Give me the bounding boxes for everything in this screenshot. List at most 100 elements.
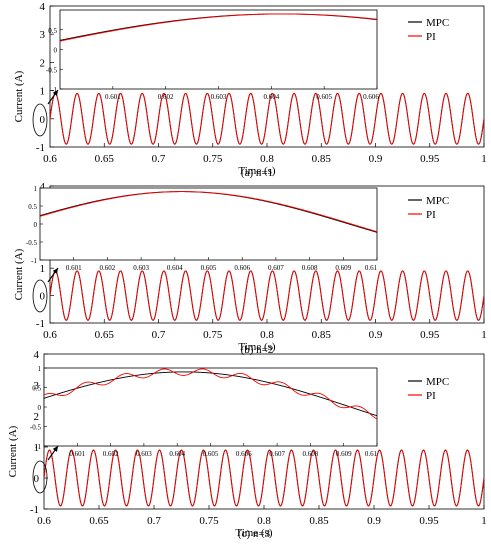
inset-x-tick-label: 0.608	[302, 264, 318, 272]
x-tick-label: 0.6	[43, 153, 57, 165]
zoom-region-ellipse	[32, 103, 48, 137]
inset-x-tick-label: 0.61	[365, 450, 378, 458]
inset-y-tick-label: 0	[38, 404, 42, 412]
x-tick-label: 0.7	[152, 153, 166, 165]
x-tick-label: 0.75	[199, 515, 219, 527]
y-tick-label: -1	[30, 504, 39, 516]
x-tick-label: 1	[481, 329, 487, 341]
y-tick-label: 4	[34, 349, 40, 361]
x-tick-label: 0.9	[367, 515, 381, 527]
series-line-pi	[43, 449, 485, 507]
x-tick-label: 0.85	[309, 515, 329, 527]
legend-label-mpc: MPC	[426, 17, 449, 29]
x-tick-label: 0.7	[147, 515, 161, 527]
x-tick-label: 0.7	[152, 329, 166, 341]
inset-x-tick-label: 0.603	[133, 264, 149, 272]
x-axis-label: Time (s)	[238, 165, 276, 177]
legend: MPC PI	[408, 376, 449, 402]
inset-x-tick-label: 0.601	[66, 264, 82, 272]
inset-x-tick-label: 0.605	[203, 450, 219, 458]
inset-y-tick-label: -0.5	[26, 239, 38, 247]
y-tick-label: 3	[34, 380, 40, 392]
y-tick-label: 2	[40, 57, 46, 69]
inset-series-line-mpc	[43, 371, 378, 417]
x-tick-label: 0.95	[419, 515, 439, 527]
inset-x-tick-label: 0.604	[169, 450, 185, 458]
panel-caption: (a) n=1	[241, 167, 273, 179]
x-axis-label: Time (s)	[235, 527, 273, 539]
inset-x-tick-label: 0.605	[201, 264, 217, 272]
chart-panel-2: -1012340.60.650.70.750.80.850.90.951Time…	[13, 181, 487, 356]
x-tick-label: 0.9	[369, 329, 383, 341]
legend: MPC PI	[408, 195, 449, 221]
x-tick-label: 0.6	[37, 515, 51, 527]
inset-y-tick-label: 0.5	[32, 385, 41, 393]
inset-series-line-pi	[59, 13, 378, 42]
inset-y-tick-label: -1	[51, 86, 57, 94]
inset-x-tick-label: 0.607	[268, 264, 284, 272]
inset-x-tick-label: 0.609	[336, 450, 352, 458]
inset-x-tick-label: 0.603	[136, 450, 152, 458]
inset-y-tick-label: -0.5	[30, 424, 42, 432]
zoom-arrow-head	[52, 446, 58, 452]
x-tick-label: 0.85	[312, 329, 332, 341]
inset-series-line-pi	[43, 368, 378, 420]
legend: MPC PI	[408, 17, 449, 43]
y-tick-label: 0	[40, 114, 46, 126]
x-tick-label: 1	[481, 153, 487, 165]
inset-x-tick-label: 0.602	[100, 264, 116, 272]
inset-zoom: -1 -0.5 0 0.5 0.601 0.602 0.603 0.604 0.605 0.606	[46, 9, 379, 101]
y-tick-label: 0	[40, 291, 46, 303]
panel-caption: (c) n=3	[238, 528, 271, 540]
inset-y-tick-label: 0.5	[28, 203, 37, 211]
y-axis-label: Current (A)	[13, 248, 25, 300]
y-tick-label: 0	[34, 473, 40, 485]
zoom-arrow-head	[52, 268, 58, 274]
inset-y-tick-label: 1	[34, 185, 38, 193]
y-tick-label: 2	[34, 411, 40, 423]
chart-panel-1: -1 0 1 2 3 4 0.6 0.65 0.7 0.75 0.8 0.85 0.9 0.95 1 Time…	[13, 1, 487, 179]
x-tick-label: 0.9	[369, 153, 383, 165]
legend-label-pi: PI	[426, 31, 436, 43]
inset-x-tick-label: 0.606	[363, 93, 379, 101]
inset-series-line-pi	[39, 191, 378, 233]
legend-label-pi: PI	[426, 390, 436, 402]
y-tick-label: 4	[40, 1, 46, 13]
zoom-region-ellipse	[32, 460, 48, 494]
x-axis-label: Time (s)	[238, 341, 276, 353]
y-axis-label: Current (A)	[7, 425, 19, 477]
y-tick-label: 3	[40, 29, 46, 41]
y-tick-label: 1	[40, 263, 46, 275]
inset-x-tick-label: 0.604	[167, 264, 183, 272]
y-tick-label: -1	[36, 142, 45, 154]
series-line-pi	[49, 92, 485, 145]
x-tick-label: 1	[481, 515, 487, 527]
inset-zoom: -1 -0.5 0 0.5 1 0.601 0.602 0.603 0.604 0.605 0.60…	[26, 185, 378, 272]
inset-x-tick-label: 0.601	[69, 450, 85, 458]
y-axis-label: Current (A)	[13, 70, 25, 122]
inset-x-tick-label: 0.609	[335, 264, 351, 272]
inset-y-tick-label: -1	[35, 443, 41, 451]
inset-x-tick-label: 0.601	[105, 93, 121, 101]
inset-y-tick-label: 0	[54, 47, 58, 55]
series-line-pi	[49, 270, 485, 321]
inset-x-tick-label: 0.61	[365, 264, 378, 272]
inset-y-tick-label: 0	[34, 221, 38, 229]
legend-label-mpc: MPC	[426, 195, 449, 207]
x-tick-label: 0.75	[203, 329, 223, 341]
inset-x-tick-label: 0.607	[269, 450, 285, 458]
inset-frame	[39, 187, 378, 261]
inset-x-tick-label: 0.606	[236, 450, 252, 458]
inset-y-tick-label: 0.5	[48, 27, 57, 35]
inset-x-tick-label: 0.602	[158, 93, 174, 101]
x-tick-label: 0.65	[95, 153, 115, 165]
zoom-region-ellipse	[32, 279, 48, 313]
legend-label-mpc: MPC	[426, 376, 449, 388]
inset-y-tick-label: -1	[31, 257, 37, 265]
panel-caption: (b) n=2	[241, 344, 274, 356]
y-tick-label: 1	[40, 86, 46, 98]
inset-x-tick-label: 0.605	[316, 93, 332, 101]
x-tick-label: 0.95	[420, 329, 440, 341]
y-tick-label: -1	[36, 318, 45, 330]
inset-x-tick-label: 0.604	[263, 93, 279, 101]
